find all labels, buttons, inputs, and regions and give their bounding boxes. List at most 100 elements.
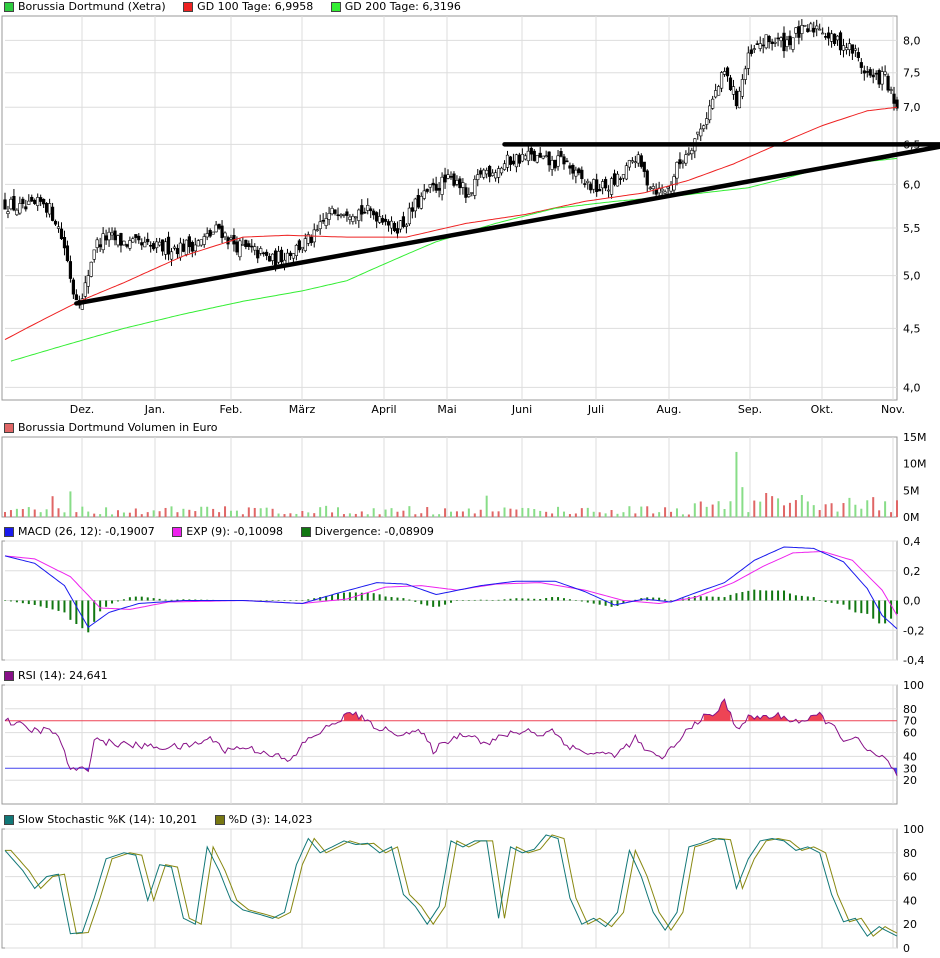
- candle-body: [386, 221, 391, 226]
- candle-body: [389, 220, 394, 229]
- divergence-bar: [693, 596, 696, 601]
- candle-body: [137, 235, 141, 241]
- volume-bar: [717, 501, 720, 517]
- volume-bar: [152, 510, 155, 517]
- candle-body: [309, 236, 313, 244]
- darkgreen-swatch-icon: [300, 527, 311, 537]
- rsi-line: [4, 698, 898, 777]
- candle-body: [303, 238, 307, 251]
- divergence-bar: [818, 600, 821, 601]
- candle-body: [431, 182, 435, 186]
- divergence-bar: [426, 600, 429, 606]
- divergence-bar: [461, 600, 464, 601]
- rsi-ytick-label: 20: [903, 774, 917, 787]
- volume-bar: [360, 511, 363, 517]
- candle-body: [562, 156, 566, 165]
- divergence-bar: [182, 599, 185, 601]
- olive-swatch-icon: [214, 815, 225, 825]
- volume-bar: [372, 508, 375, 517]
- candle-body: [395, 228, 400, 234]
- candle-body: [473, 178, 477, 196]
- candle-body: [502, 163, 507, 170]
- volume-bar: [438, 514, 441, 517]
- candle-body: [886, 75, 890, 91]
- volume-bar: [723, 508, 726, 517]
- divergence-bar: [277, 600, 280, 601]
- candle-body: [172, 246, 177, 249]
- divergence-bar: [301, 600, 304, 601]
- volume-bar: [63, 512, 66, 517]
- legend-item-stoch-k: Slow Stochastic %K (14): 10,201: [4, 813, 197, 827]
- legend-label: Borussia Dortmund Volumen in Euro: [18, 421, 218, 434]
- volume-bar: [467, 508, 470, 517]
- volume-bar: [884, 501, 887, 517]
- candle-body: [270, 253, 275, 261]
- trendline: [74, 144, 940, 306]
- panel-frame: [1, 436, 898, 518]
- price-ytick-label: 5,0: [903, 270, 921, 283]
- candle-body: [479, 170, 483, 175]
- volume-bar: [747, 512, 750, 517]
- divergence-bar: [783, 590, 786, 601]
- divergence-bar: [164, 599, 167, 601]
- divergence-bar: [622, 600, 625, 604]
- volume-bar: [307, 512, 310, 517]
- divergence-bar: [664, 599, 667, 601]
- volume-bar: [408, 506, 411, 517]
- month-tick-label: Juni: [511, 403, 532, 416]
- candle-body: [211, 231, 215, 235]
- volume-bar: [277, 513, 280, 517]
- candle-body: [300, 246, 304, 250]
- volume-bar: [247, 507, 250, 517]
- candle-body: [47, 203, 52, 215]
- candle-body: [592, 179, 596, 190]
- divergence-bar: [586, 600, 589, 603]
- candle-body: [544, 155, 548, 158]
- candle-body: [803, 24, 807, 27]
- month-tick-label: Feb.: [220, 403, 243, 416]
- candle-body: [196, 240, 200, 247]
- divergence-bar: [878, 600, 881, 624]
- divergence-bar: [105, 600, 108, 607]
- divergence-bar: [705, 596, 708, 601]
- volume-bar: [366, 514, 369, 517]
- divergence-bar: [342, 592, 345, 601]
- candle-body: [538, 152, 542, 158]
- candle-body: [101, 233, 105, 251]
- candle-body: [372, 210, 376, 216]
- candle-body: [422, 190, 426, 199]
- candle-body: [345, 211, 349, 216]
- divergence-bar: [438, 600, 441, 607]
- divergence-bar: [9, 600, 12, 602]
- volume-bar: [788, 502, 791, 517]
- candle-body: [624, 165, 629, 180]
- volume-bar: [497, 511, 500, 517]
- candle-body: [3, 199, 7, 210]
- candle-body: [865, 71, 869, 73]
- candle-body: [354, 216, 358, 219]
- volume-legend: Borussia Dortmund Volumen in Euro: [0, 421, 228, 437]
- divergence-bar: [313, 598, 316, 601]
- rsi-level-30-label: 30: [903, 762, 917, 775]
- candle-body: [862, 70, 866, 74]
- candle-body: [606, 189, 611, 192]
- candle-body: [850, 44, 854, 54]
- volume-bar: [759, 501, 762, 517]
- volume-bar: [426, 507, 429, 517]
- candle-body: [773, 41, 777, 44]
- candle-body: [458, 178, 462, 189]
- volume-bar: [652, 513, 655, 517]
- candle-body: [410, 207, 414, 212]
- volume-bar: [194, 511, 197, 517]
- candle-body: [604, 179, 608, 189]
- volume-bar: [265, 507, 268, 517]
- divergence-bar: [551, 597, 554, 601]
- divergence-bar: [366, 592, 369, 601]
- candle-body: [681, 161, 685, 164]
- divergence-bar: [848, 600, 851, 610]
- volume-bar: [4, 511, 6, 517]
- volume-bar: [473, 513, 476, 517]
- volume-bar: [598, 512, 601, 517]
- candle-body: [413, 198, 417, 212]
- candle-body: [678, 159, 682, 165]
